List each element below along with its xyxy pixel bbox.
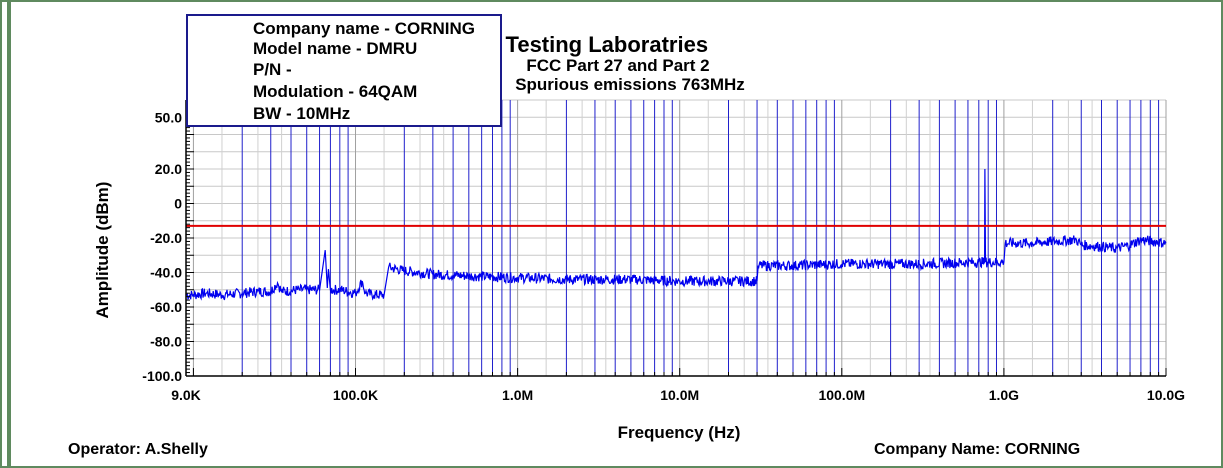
info-legend-box: Company name - CORNING Model name - DMRU… [186,14,502,127]
x-tick-label: 1.0G [989,387,1019,403]
grid-layer [185,99,1167,377]
y-tick-label: -60.0 [150,299,182,315]
trace-layer [185,168,1167,301]
legend-company: Company name - CORNING [253,19,475,38]
legend-model: Model name - DMRU [253,39,418,58]
legend-bw: BW - 10MHz [253,104,351,123]
spectrum-trace [185,168,1167,301]
y-tick-label: -100.0 [142,368,182,384]
y-tick-label: 20.0 [155,161,182,177]
y-tick-label: -40.0 [150,265,182,281]
y-tick-label: 50.0 [155,109,182,125]
legend-modulation: Modulation - 64QAM [253,82,418,101]
legend-pn: P/N - [253,60,292,79]
x-tick-label: 9.0K [171,387,201,403]
x-tick-label: 100.0K [333,387,378,403]
company-name-label: Company Name: CORNING [874,441,1081,458]
y-axis-label: Amplitude (dBm) [93,182,112,319]
chart-subtitle-2: Spurious emissions 763MHz [515,75,745,94]
x-tick-label: 1.0M [502,387,533,403]
y-tick-label: -20.0 [150,230,182,246]
y-tick-label: -80.0 [150,334,182,350]
x-tick-label: 10.0M [660,387,699,403]
chart-subtitle-1: FCC Part 27 and Part 2 [526,56,709,75]
x-tick-label: 10.0G [1147,387,1185,403]
operator-label: Operator: A.Shelly [68,441,208,458]
y-tick-label: 0 [174,196,182,212]
x-tick-label: 100.0M [818,387,865,403]
x-axis-label: Frequency (Hz) [618,423,741,442]
